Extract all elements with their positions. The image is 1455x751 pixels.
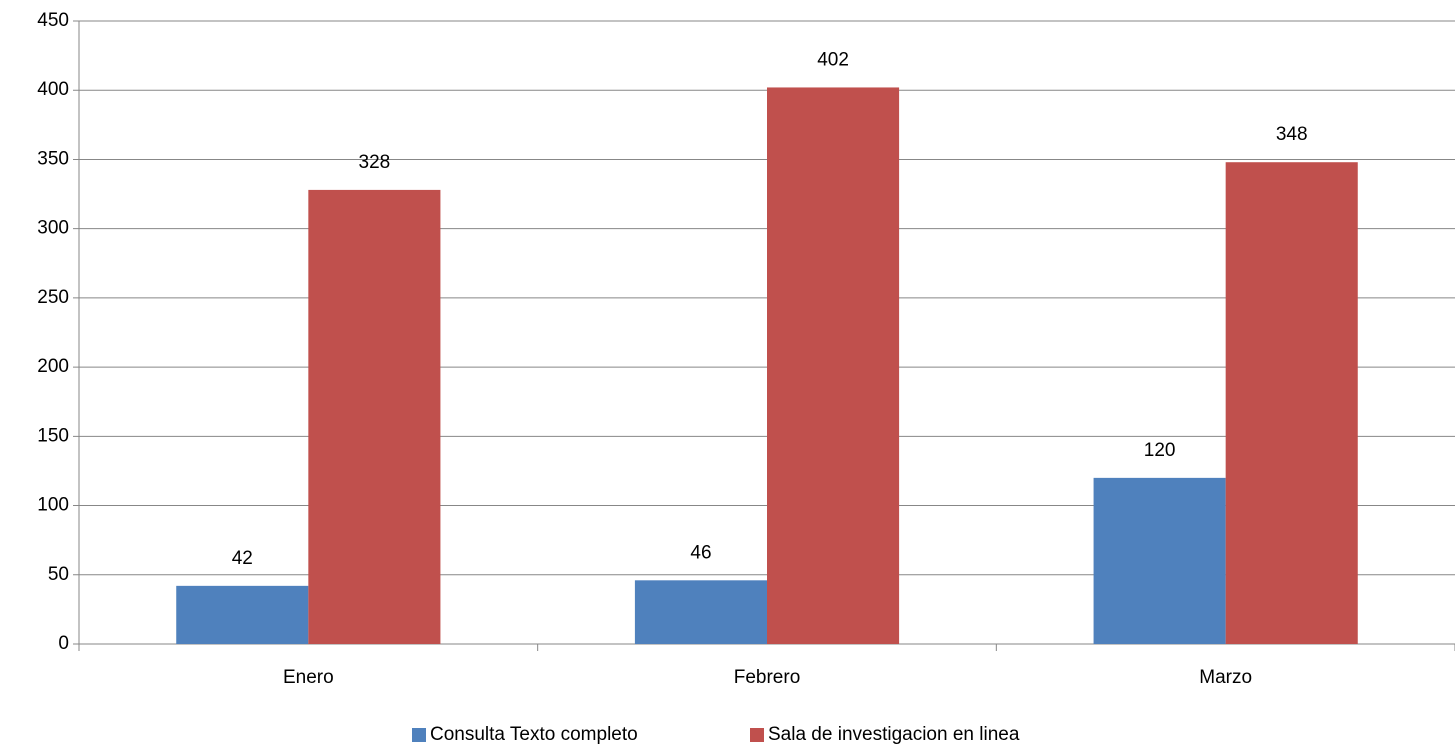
y-tick-label: 200	[37, 356, 69, 377]
y-tick-label: 0	[58, 633, 69, 654]
y-tick-label: 400	[37, 79, 69, 100]
x-tick-label: Febrero	[734, 667, 801, 688]
y-tick-label: 300	[37, 218, 69, 239]
bar	[1225, 162, 1358, 645]
legend-label: Sala de investigacion en linea	[768, 724, 1020, 745]
bar	[767, 87, 900, 645]
value-label: 42	[232, 548, 253, 569]
y-tick-label: 150	[37, 425, 69, 446]
y-tick-label: 100	[37, 495, 69, 516]
y-tick-label: 250	[37, 287, 69, 308]
y-tick-label: 450	[37, 10, 69, 31]
bar	[634, 580, 767, 644]
value-label: 348	[1276, 124, 1308, 145]
y-tick-label: 350	[37, 148, 69, 169]
y-tick-label: 50	[48, 564, 69, 585]
x-tick-label: Marzo	[1199, 667, 1252, 688]
legend-swatch	[412, 728, 426, 742]
bar	[176, 585, 309, 644]
value-label: 120	[1144, 440, 1176, 461]
value-label: 46	[690, 542, 711, 563]
bar	[1093, 477, 1226, 644]
legend-label: Consulta Texto completo	[430, 724, 638, 745]
legend-swatch	[750, 728, 764, 742]
value-label: 402	[817, 49, 849, 70]
value-label: 328	[359, 152, 391, 173]
bar	[308, 189, 441, 644]
x-tick-label: Enero	[283, 667, 334, 688]
